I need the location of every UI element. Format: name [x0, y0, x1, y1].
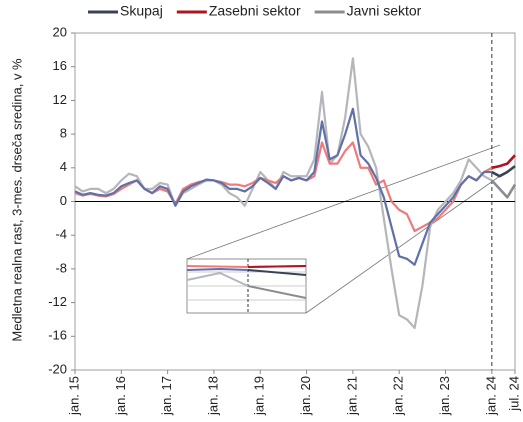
x-tick-label: jan. 17 — [159, 376, 174, 416]
x-tick-label: jan. 18 — [205, 376, 220, 416]
x-tick-label: jul. 24 — [506, 376, 521, 412]
legend-label: Javni sektor — [347, 3, 422, 19]
x-tick-label: jan. 24 — [483, 376, 498, 416]
x-tick-label: jan. 21 — [344, 376, 359, 416]
series-line-recent — [490, 179, 517, 199]
y-tick-label: 4 — [60, 159, 67, 174]
x-tick-label: jan. 23 — [437, 376, 452, 416]
legend-label: Skupaj — [120, 3, 163, 19]
y-tick-label: -16 — [48, 328, 67, 343]
y-tick-label: 20 — [53, 24, 67, 39]
x-tick-label: jan. 16 — [113, 376, 128, 416]
y-tick-label: 12 — [53, 92, 67, 107]
x-tick-label: jan. 15 — [66, 376, 81, 416]
y-tick-label: -12 — [48, 294, 67, 309]
series-line-recent — [491, 154, 516, 170]
y-tick-label: -20 — [48, 361, 67, 376]
x-tick-label: jan. 19 — [252, 376, 267, 416]
x-tick-label: jan. 22 — [391, 376, 406, 416]
legend-label: Zasebni sektor — [209, 3, 301, 19]
x-tick-label: jan. 20 — [298, 376, 313, 416]
series-line-recent — [491, 165, 516, 178]
zoom-inset — [186, 144, 501, 314]
y-tick-label: 0 — [60, 193, 67, 208]
series-line — [74, 107, 492, 266]
legend: Skupaj Zasebni sektor Javni sektor — [88, 3, 422, 19]
y-tick-label: 8 — [60, 126, 67, 141]
y-tick-label: 16 — [53, 58, 67, 73]
y-axis-label: Medletna realna rast, 3-mes. drseča sred… — [9, 58, 24, 342]
y-tick-label: -8 — [55, 260, 67, 275]
y-tick-label: -4 — [55, 227, 67, 242]
series-line — [74, 141, 493, 233]
